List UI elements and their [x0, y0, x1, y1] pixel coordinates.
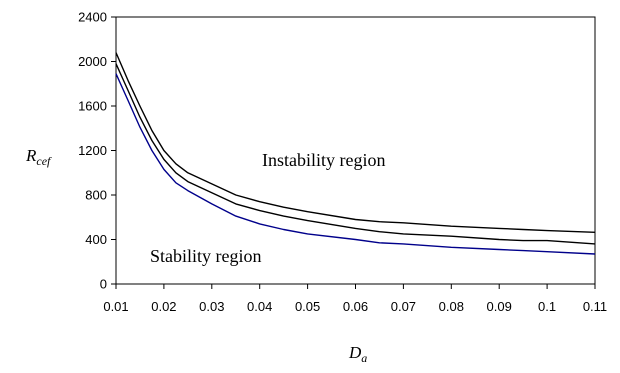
annotation-instability: Instability region [262, 150, 385, 170]
y-tick-label: 1200 [78, 143, 107, 158]
y-axis-ticks: 0 400 800 1200 1600 2000 2400 [78, 10, 116, 292]
y-tick-label: 800 [85, 188, 107, 203]
x-tick-label: 0.02 [151, 299, 176, 314]
x-tick-label: 0.03 [199, 299, 224, 314]
x-axis-ticks: 0.01 0.02 0.03 0.04 0.05 0.06 0.07 0.08 0.09 0.1 0… [103, 284, 607, 314]
series-lines [115, 52, 596, 255]
y-axis-title: Rcef [25, 146, 52, 168]
x-tick-label: 0.09 [487, 299, 512, 314]
series-line-middle [115, 63, 596, 245]
series-line-lower [115, 73, 596, 255]
x-tick-label: 0.04 [247, 299, 272, 314]
y-tick-label: 400 [85, 232, 107, 247]
y-tick-label: 1600 [78, 99, 107, 114]
y-tick-label: 2400 [78, 10, 107, 25]
annotation-stability: Stability region [150, 246, 262, 266]
x-tick-label: 0.08 [439, 299, 464, 314]
x-tick-label: 0.11 [583, 299, 607, 314]
plot-area [115, 16, 596, 285]
x-tick-label: 0.1 [538, 299, 556, 314]
x-tick-label: 0.06 [343, 299, 368, 314]
y-tick-label: 0 [100, 277, 107, 292]
x-tick-label: 0.01 [103, 299, 128, 314]
x-tick-label: 0.07 [391, 299, 416, 314]
y-tick-label: 2000 [78, 54, 107, 69]
x-axis-title: Da [348, 343, 367, 365]
x-tick-label: 0.05 [295, 299, 320, 314]
series-line-upper [115, 52, 596, 233]
